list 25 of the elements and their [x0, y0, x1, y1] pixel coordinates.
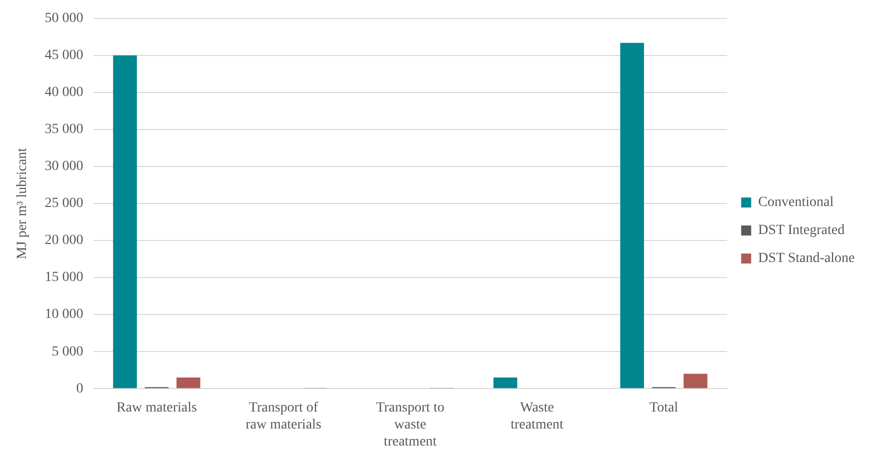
x-tick-label: Transport of raw materials — [246, 400, 322, 432]
y-tick-label: 50 000 — [44, 11, 84, 26]
y-tick-label: 10 000 — [44, 307, 84, 322]
bar — [620, 42, 644, 388]
bar — [113, 55, 137, 388]
y-tick-label: 45 000 — [44, 48, 84, 64]
bar — [684, 374, 708, 388]
y-tick-label: 0 — [76, 381, 84, 396]
y-tick-label: 25 000 — [44, 196, 84, 212]
x-tick-label: Transport to waste treatment — [376, 400, 444, 450]
legend-label: Conventional — [758, 195, 834, 210]
y-tick-label: 40 000 — [44, 85, 84, 100]
y-tick-label: 5 000 — [52, 344, 84, 360]
bar — [493, 377, 518, 388]
legend-label: DST Integrated — [758, 223, 845, 238]
y-tick-label: 35 000 — [44, 122, 84, 138]
x-tick-label: Raw materials — [116, 400, 197, 416]
y-tick-label: 15 000 — [44, 270, 84, 286]
y-axis-title: MJ per m³ lubricant — [15, 148, 30, 260]
y-tick-label: 20 000 — [44, 233, 84, 248]
legend-label: DST Stand-alone — [758, 251, 855, 266]
y-tick-label: 30 000 — [44, 159, 84, 174]
x-tick-label: Waste treatment — [510, 400, 564, 432]
bar — [176, 377, 200, 388]
x-tick-label: Total — [650, 400, 678, 416]
